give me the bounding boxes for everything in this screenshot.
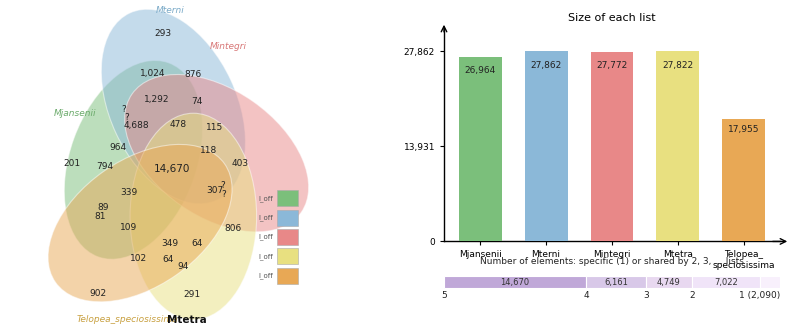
- Text: Telopea_speciosissima: Telopea_speciosissima: [77, 314, 178, 324]
- Bar: [444, 276, 586, 288]
- Ellipse shape: [130, 113, 257, 320]
- Title: Size of each list: Size of each list: [568, 13, 656, 23]
- Bar: [657, 51, 699, 241]
- Text: 17,955: 17,955: [728, 125, 759, 134]
- Text: 94: 94: [178, 262, 189, 271]
- Bar: [525, 51, 567, 241]
- Ellipse shape: [48, 145, 232, 302]
- Text: ?: ?: [220, 181, 225, 190]
- Text: 109: 109: [120, 222, 137, 232]
- Text: ?: ?: [124, 113, 129, 122]
- Text: 14,670: 14,670: [501, 278, 530, 287]
- Text: 307: 307: [206, 186, 224, 195]
- Text: 4: 4: [583, 290, 589, 300]
- Text: 7,022: 7,022: [714, 278, 738, 287]
- Text: 27,822: 27,822: [662, 61, 694, 70]
- Text: 339: 339: [121, 188, 138, 197]
- Text: 89: 89: [97, 202, 109, 212]
- Text: I_off: I_off: [258, 195, 274, 202]
- Bar: [722, 119, 765, 241]
- Text: 349: 349: [162, 239, 178, 248]
- Bar: [277, 248, 298, 264]
- Text: ?: ?: [122, 105, 126, 115]
- Text: 64: 64: [162, 254, 174, 264]
- Text: 876: 876: [185, 70, 202, 80]
- Text: 403: 403: [231, 159, 249, 168]
- Bar: [277, 190, 298, 206]
- Text: I_off: I_off: [258, 253, 274, 260]
- Bar: [692, 276, 760, 288]
- Text: 1 (2,090): 1 (2,090): [739, 290, 780, 300]
- Text: 102: 102: [130, 253, 147, 263]
- Text: Number of elements: specific (1) or shared by 2, 3, ... lists: Number of elements: specific (1) or shar…: [480, 257, 744, 266]
- Text: 115: 115: [206, 123, 224, 132]
- Text: Mintegri: Mintegri: [210, 42, 246, 51]
- Text: 291: 291: [183, 290, 200, 299]
- Bar: [277, 229, 298, 245]
- Text: 3: 3: [643, 290, 649, 300]
- Ellipse shape: [102, 9, 246, 204]
- Text: 1,292: 1,292: [144, 95, 170, 105]
- Text: Mterni: Mterni: [156, 6, 185, 15]
- Text: I_off: I_off: [258, 272, 274, 279]
- Text: 27,772: 27,772: [596, 61, 628, 70]
- Text: 293: 293: [155, 29, 172, 38]
- Ellipse shape: [125, 75, 309, 232]
- Bar: [646, 276, 692, 288]
- Text: 6,161: 6,161: [604, 278, 628, 287]
- Text: ?: ?: [222, 190, 226, 199]
- Text: 5: 5: [441, 290, 447, 300]
- Bar: [760, 276, 780, 288]
- Text: 26,964: 26,964: [465, 67, 496, 76]
- Text: I_off: I_off: [258, 234, 274, 240]
- Bar: [590, 52, 634, 241]
- Bar: [277, 210, 298, 226]
- Text: 81: 81: [94, 212, 106, 221]
- Text: 2: 2: [689, 290, 694, 300]
- Text: I_off: I_off: [258, 214, 274, 221]
- Text: 74: 74: [192, 97, 203, 106]
- Text: 14,670: 14,670: [154, 164, 190, 174]
- Bar: [459, 57, 502, 241]
- Text: 478: 478: [170, 120, 187, 130]
- Ellipse shape: [64, 61, 202, 259]
- Text: 118: 118: [200, 146, 217, 155]
- Text: 806: 806: [225, 223, 242, 233]
- Text: 902: 902: [90, 288, 107, 298]
- Text: 64: 64: [192, 238, 203, 248]
- Text: 4,688: 4,688: [124, 121, 150, 131]
- Text: 201: 201: [63, 159, 80, 168]
- Text: 794: 794: [97, 162, 114, 171]
- Text: 4,749: 4,749: [657, 278, 681, 287]
- Text: 27,862: 27,862: [530, 61, 562, 70]
- Text: 964: 964: [110, 143, 127, 152]
- Text: 1,024: 1,024: [140, 69, 166, 78]
- Text: Mtetra: Mtetra: [167, 315, 206, 325]
- Bar: [586, 276, 646, 288]
- Text: Mjansenii: Mjansenii: [54, 109, 96, 118]
- Bar: [277, 268, 298, 284]
